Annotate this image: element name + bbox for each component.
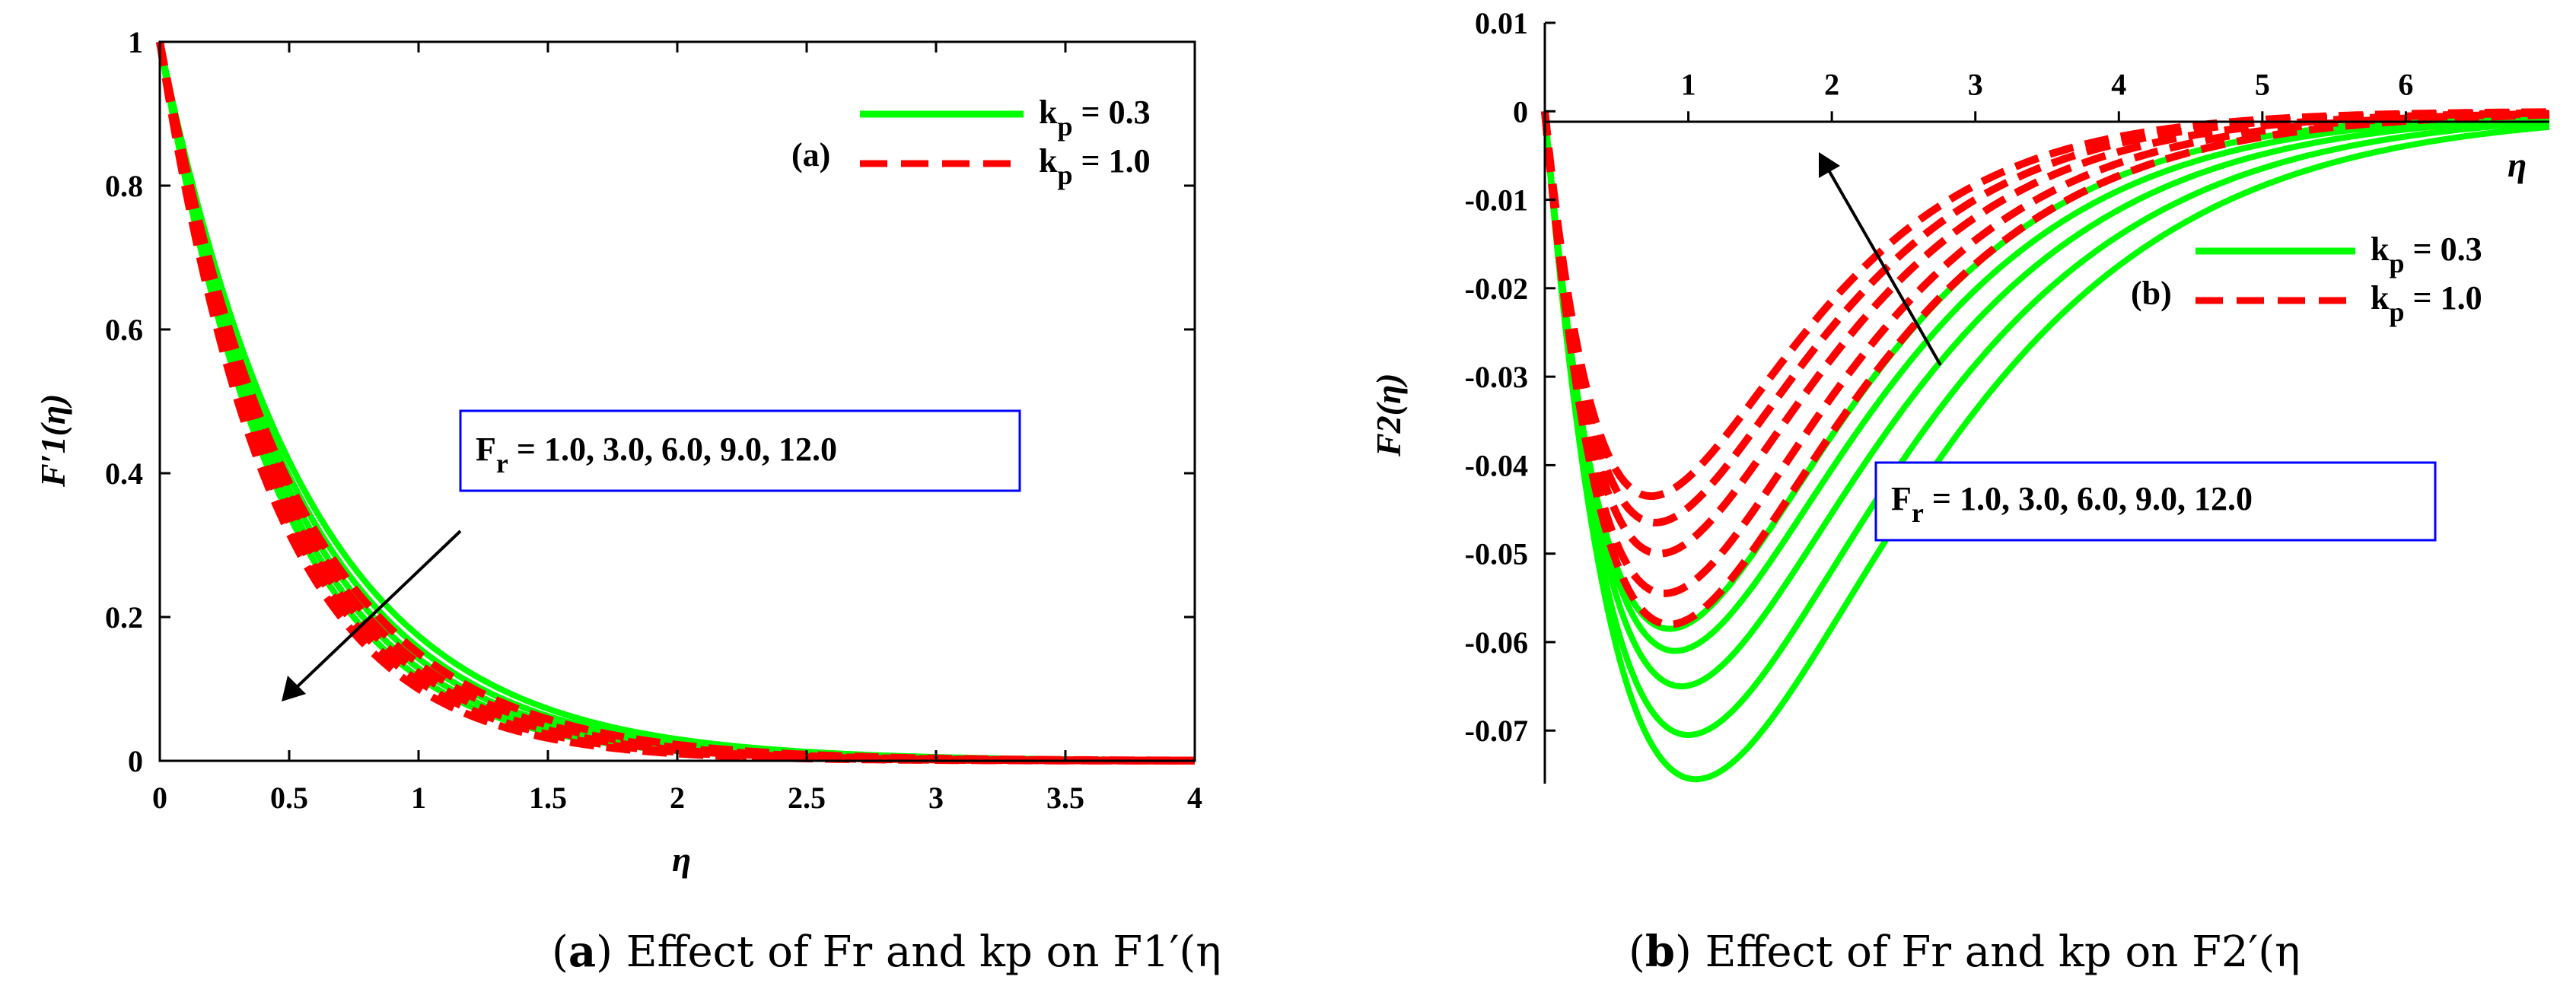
panel-b-x-axis-label: η: [2508, 145, 2527, 184]
panel-b-series-kp=0.3-Fr9: [1542, 110, 2550, 654]
panel-a-x-tick-label: 3: [928, 781, 944, 815]
panel-b-curves: [1541, 108, 2550, 783]
panel-a-annotation-text: Fr = 1.0, 3.0, 6.0, 9.0, 12.0: [476, 431, 837, 479]
panel-b-annotation-box: [1874, 461, 2437, 542]
panel-b-x-tick-label: 2: [1824, 67, 1839, 101]
panel-b-series-kp=0.3-Fr12: [1542, 110, 2550, 632]
panel-b-series-kp=1.0-Fr1: [1541, 110, 2550, 628]
panel-b-series-kp=0.3-Fr1: [1542, 110, 2550, 783]
panel-a-annotation-box: [459, 409, 1021, 492]
panel-b-series-kp=0.3-Fr3: [1542, 110, 2550, 739]
panel-a-y-tick-label: 0: [128, 744, 143, 778]
panel-a-y-tick-label: 0.4: [105, 456, 143, 491]
panel-b-y-tick-label: 0.01: [1475, 6, 1528, 40]
panel-b-x-tick-label: 3: [1968, 67, 1983, 101]
panel-b-y-tick-label: 0: [1513, 94, 1528, 129]
panel-a-y-tick-label: 0.8: [105, 169, 143, 203]
legend-entry-kp-1.0: kp = 1.0: [2371, 279, 2482, 327]
panel-a-x-tick-label: 2.5: [788, 781, 826, 815]
panel-b-legend: kp = 0.3 kp = 1.0 (b): [2131, 231, 2482, 327]
panel-a-x-tick-label: 1: [411, 781, 426, 815]
panel-b-annotation-text: Fr = 1.0, 3.0, 6.0, 9.0, 12.0: [1891, 480, 2253, 528]
panel-a-x-tick-label: 3.5: [1046, 781, 1084, 815]
panel-b-x-tick-label: 5: [2255, 67, 2270, 101]
panel-b: 1 2 3 4 5 6 0.01 0 -0.01 -0.02 -0.03 -0.04 -0.05 -0.…: [1369, 6, 2550, 784]
panel-b-y-ticks: 0.01 0 -0.01 -0.02 -0.03 -0.04 -0.05 -0.06 -0.07: [1465, 6, 1555, 748]
panel-a-x-tick-label: 2: [670, 781, 685, 815]
panel-a-trend-arrow: [282, 530, 462, 701]
panel-b-x-tick-label: 6: [2398, 67, 2413, 101]
panel-a-y-tick-label: 1: [128, 25, 143, 59]
panel-b-x-ticks: 1 2 3 4 5 6: [1681, 67, 2413, 122]
legend-entry-kp-1.0: kp = 1.0: [1039, 142, 1151, 190]
panel-b-y-tick-label: -0.06: [1465, 625, 1528, 660]
panel-b-trend-arrow: [1819, 152, 1942, 366]
panel-b-y-tick-label: -0.01: [1465, 183, 1528, 218]
legend-entry-kp-0.3: kp = 0.3: [1039, 94, 1151, 142]
panel-a-x-tick-label: 0.5: [270, 781, 308, 815]
caption-b: (b) Effect of Fr and kp on F2′(η: [1629, 927, 2301, 977]
panel-b-y-tick-label: -0.04: [1465, 448, 1528, 482]
panel-a: 0 0.5 1 1.5 2 2.5 3 3.5 4 0 0.2 0.4 0.6 0.8 1 η F′1(η…: [33, 25, 1202, 879]
panel-a-x-tick-label: 4: [1187, 781, 1202, 815]
panel-a-y-tick-label: 0.6: [105, 313, 143, 347]
panel-b-y-axis-label: F2(η): [1369, 373, 1408, 457]
panel-a-x-tick-label: 1.5: [529, 781, 567, 815]
panel-b-y-tick-label: -0.07: [1465, 714, 1528, 748]
panel-a-y-axis-label: F′1(η): [33, 393, 72, 488]
panel-b-y-tick-label: -0.03: [1465, 360, 1528, 394]
panel-a-annotation: Fr = 1.0, 3.0, 6.0, 9.0, 12.0: [459, 409, 1021, 492]
panel-b-x-tick-label: 4: [2111, 67, 2126, 101]
caption-a: (a) Effect of Fr and kp on F1′(η: [552, 927, 1221, 977]
panel-a-y-ticks: 0 0.2 0.4 0.6 0.8 1: [105, 25, 1195, 778]
panel-b-y-tick-label: -0.02: [1465, 272, 1528, 306]
panel-a-label: (a): [791, 136, 830, 173]
panel-b-series-kp=1.0-Fr12: [1541, 108, 2549, 500]
panel-b-annotation: Fr = 1.0, 3.0, 6.0, 9.0, 12.0: [1874, 461, 2437, 542]
panel-a-x-axis-label: η: [672, 840, 691, 879]
panel-a-legend: kp = 0.3 kp = 1.0 (a): [791, 94, 1151, 190]
panel-b-label: (b): [2131, 275, 2172, 312]
panel-b-x-tick-label: 1: [1681, 67, 1696, 101]
panel-b-series-kp=1.0-Fr3: [1541, 110, 2550, 597]
legend-entry-kp-0.3: kp = 0.3: [2371, 231, 2482, 278]
panel-a-x-tick-label: 0: [152, 781, 167, 815]
panel-b-y-tick-label: -0.05: [1465, 537, 1528, 571]
panel-a-y-tick-label: 0.2: [105, 600, 143, 635]
panel-a-x-ticks: 0 0.5 1 1.5 2 2.5 3 3.5 4: [152, 42, 1202, 815]
panel-b-series-kp=0.3-Fr6: [1542, 110, 2550, 690]
